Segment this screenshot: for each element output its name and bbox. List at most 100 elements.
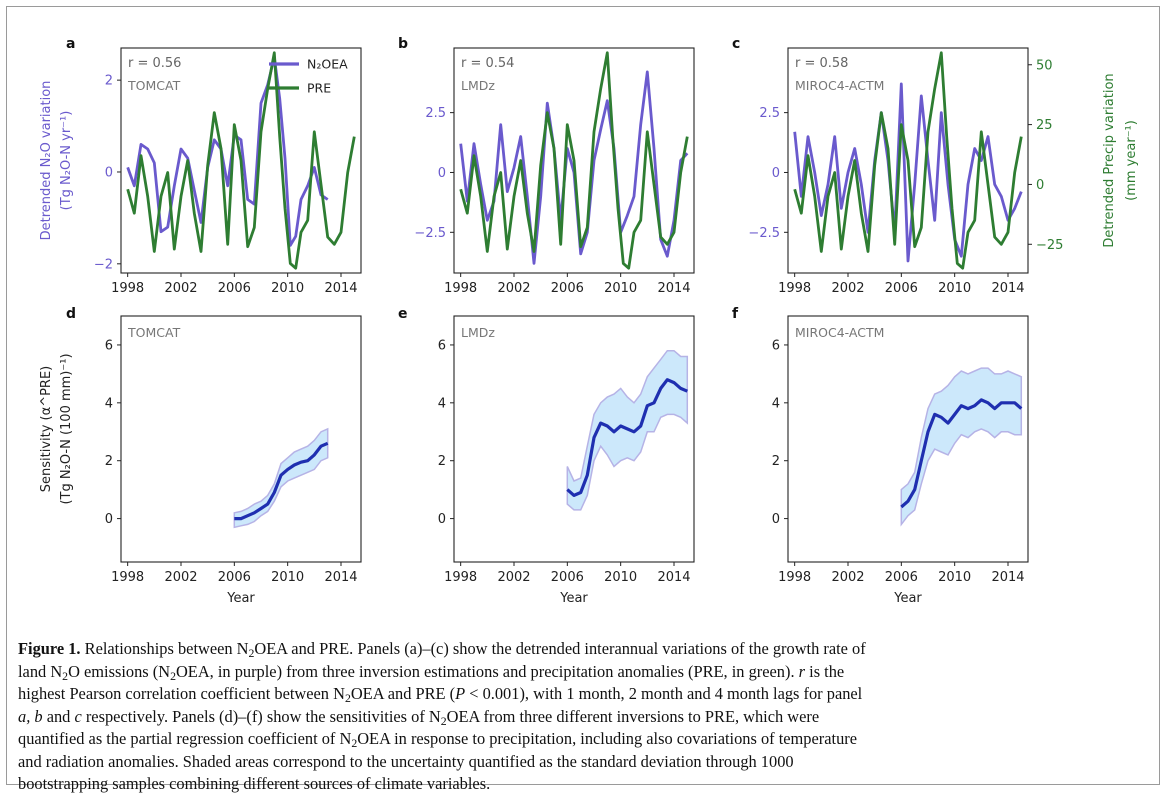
x-tick-label-2002: 2002	[831, 570, 864, 585]
x-tick-label-2002: 2002	[497, 570, 530, 585]
x-tick-label-2010: 2010	[271, 281, 304, 296]
panel-c: c 1998 2002 2006 2010 2014 −2.5 0 2.5 r = 0.58 MIR…	[732, 36, 1139, 296]
sensitivity-mean-line	[234, 441, 329, 521]
y-tick-label-2: 2	[438, 454, 446, 469]
x-axis-label: Year	[559, 591, 588, 606]
x-tick-label-2006: 2006	[885, 570, 918, 585]
y-tick-label-0: 0	[105, 165, 113, 180]
panel-letter-d: d	[66, 306, 76, 322]
sensitivity-mean-line	[566, 378, 688, 497]
x-tick-label-1998: 1998	[778, 570, 811, 585]
model-label: TOMCAT	[127, 78, 181, 93]
x-tick-label-2006: 2006	[551, 570, 584, 585]
x-tick-label-1998: 1998	[778, 281, 811, 296]
legend-label-0: N₂OEA	[307, 57, 348, 72]
axes-frame	[120, 315, 362, 563]
x-tick-label-2014: 2014	[991, 570, 1024, 585]
uncertainty-band	[900, 367, 1023, 527]
x-tick-label-2006: 2006	[885, 281, 918, 296]
y-tick-label-6: 6	[105, 338, 113, 353]
left-axis-unit: (Tg N₂O-N yr⁻¹)	[59, 111, 74, 211]
right-tick-label-50: 50	[1036, 58, 1053, 73]
caption-line-4: a, b and c respectively. Panels (d)–(f) …	[18, 706, 820, 728]
y-tick-label-2.5: 2.5	[425, 106, 446, 121]
model-label: LMDz	[461, 78, 495, 93]
model-label: MIROC4-ACTM	[795, 78, 884, 93]
x-tick-label-2014: 2014	[657, 570, 690, 585]
y-tick-label-0: 0	[438, 512, 446, 527]
plot-area	[900, 367, 1023, 527]
legend-label-1: PRE	[307, 81, 331, 96]
x-tick-label-2006: 2006	[551, 281, 584, 296]
panel-d: d 1998 2002 2006 2010 2014 0 2 4 6 Year TOMCAT Sensi…	[39, 306, 362, 606]
axes-frame	[120, 47, 362, 274]
x-tick-label-2002: 2002	[831, 281, 864, 296]
y-tick-label-4: 4	[438, 396, 446, 411]
left-axis-unit: (Tg N₂O-N (100 mm)⁻¹)	[59, 353, 74, 504]
x-tick-label-2010: 2010	[271, 570, 304, 585]
y-tick-label-2: 2	[105, 74, 113, 89]
x-tick-label-2010: 2010	[938, 570, 971, 585]
left-axis-label: Detrended N₂O variation	[39, 81, 54, 241]
r-value-label: r = 0.54	[461, 56, 514, 71]
axes-frame	[787, 47, 1029, 274]
right-axis-label: Detrended Precip variation	[1102, 73, 1117, 247]
panel-letter-f: f	[732, 306, 739, 322]
x-tick-label-2014: 2014	[657, 281, 690, 296]
series-line-pre	[459, 51, 689, 270]
y-tick-label--2.5: −2.5	[414, 226, 446, 241]
figure-frame	[6, 6, 1160, 785]
caption-line-6: and radiation anomalies. Shaded areas co…	[18, 751, 794, 771]
x-axis-label: Year	[226, 591, 255, 606]
y-tick-label-4: 4	[772, 396, 780, 411]
caption-line-7: bootstrapping samples combining differen…	[18, 774, 491, 793]
y-tick-label--2.5: −2.5	[748, 226, 780, 241]
x-tick-label-2006: 2006	[218, 281, 251, 296]
right-tick-label-0: 0	[1036, 178, 1044, 193]
right-tick-label--25: −25	[1036, 238, 1063, 253]
x-tick-label-2010: 2010	[604, 570, 637, 585]
y-tick-label-2: 2	[105, 454, 113, 469]
x-tick-label-2010: 2010	[604, 281, 637, 296]
right-tick-label-25: 25	[1036, 118, 1053, 133]
x-tick-label-1998: 1998	[111, 281, 144, 296]
x-tick-label-2010: 2010	[938, 281, 971, 296]
x-tick-label-1998: 1998	[444, 281, 477, 296]
y-tick-label-2: 2	[772, 454, 780, 469]
x-axis-label: Year	[893, 591, 922, 606]
model-label: LMDz	[461, 325, 495, 340]
y-tick-label-6: 6	[438, 338, 446, 353]
panel-letter-c: c	[732, 36, 740, 52]
right-axis-unit: (mm year⁻¹)	[1124, 120, 1139, 201]
axes-frame	[453, 315, 695, 563]
plot-area	[126, 51, 356, 270]
x-tick-label-2002: 2002	[497, 281, 530, 296]
caption-label: Figure 1.	[18, 639, 81, 658]
caption-line-3: highest Pearson correlation coefficient …	[18, 684, 863, 705]
r-value-label: r = 0.56	[128, 56, 181, 71]
y-tick-label-0: 0	[105, 512, 113, 527]
r-value-label: r = 0.58	[795, 56, 848, 71]
series-line-pre	[126, 51, 356, 270]
panel-letter-a: a	[66, 36, 75, 52]
caption-line-2: land N2O emissions (N2OEA, in purple) fr…	[18, 661, 845, 683]
axes-frame	[453, 47, 695, 274]
caption-line-5: quantified as the partial regression coe…	[18, 729, 857, 750]
panel-b: b 1998 2002 2006 2010 2014 −2.5 0 2.5 r = 0.54 LMD…	[398, 36, 695, 296]
x-tick-label-2014: 2014	[991, 281, 1024, 296]
y-tick-label-6: 6	[772, 338, 780, 353]
x-tick-label-2006: 2006	[218, 570, 251, 585]
x-tick-label-1998: 1998	[111, 570, 144, 585]
left-axis-label: Sensitivity (α^PRE)	[39, 366, 54, 493]
plot-area	[459, 51, 689, 270]
plot-area	[233, 427, 329, 529]
y-tick-label-0: 0	[772, 512, 780, 527]
x-tick-label-2014: 2014	[324, 281, 357, 296]
caption-line-1: Figure 1. Relationships between N2OEA an…	[18, 639, 866, 660]
y-tick-label-0: 0	[438, 166, 446, 181]
panel-letter-e: e	[398, 306, 408, 322]
panel-letter-b: b	[398, 36, 408, 52]
plot-area	[566, 349, 689, 511]
x-tick-label-1998: 1998	[444, 570, 477, 585]
